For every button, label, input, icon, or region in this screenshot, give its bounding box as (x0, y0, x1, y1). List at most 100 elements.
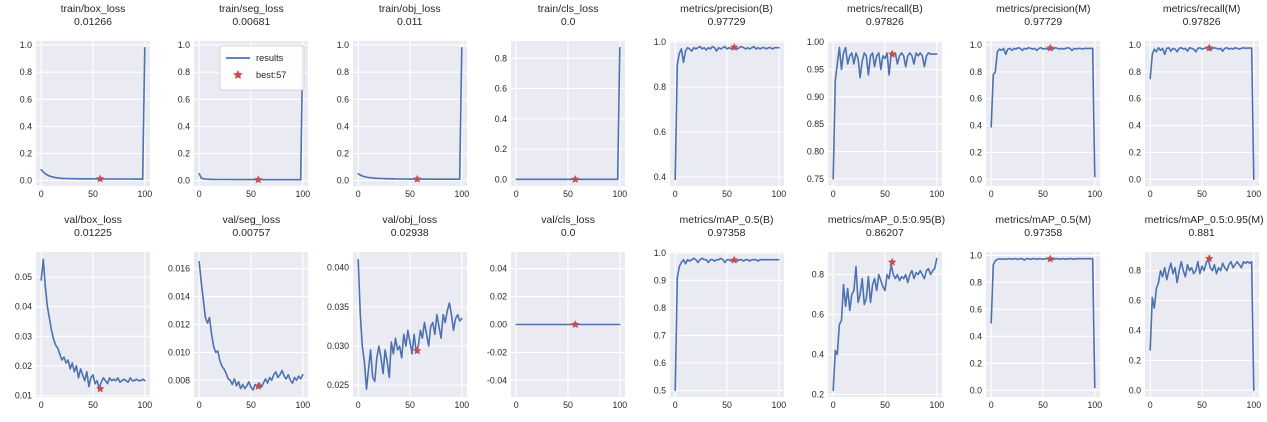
x-tick-label: 100 (296, 189, 311, 199)
subplot-title: train/obj_loss 0.011 (353, 3, 467, 28)
results-line (198, 45, 304, 181)
y-tick-label: 0.2 (337, 148, 349, 158)
y-tick-label: 0.8 (495, 53, 507, 63)
subplot-title: train/box_loss 0.01266 (36, 3, 150, 28)
y-tick-label: 0.4 (178, 121, 190, 131)
x-tick-label: 100 (613, 189, 628, 199)
x-tick-label: 100 (1088, 189, 1103, 199)
val-seg-loss-plot: 0.008 0.010 0.012 0.014 0.016 0 50 100 (168, 252, 311, 410)
x-tick-label: 100 (454, 189, 469, 199)
metrics-precision-b-plot: 0.4 0.6 0.8 1.0 0 50 100 (653, 37, 786, 199)
best-epoch-star-icon (1046, 254, 1055, 263)
best-epoch-star-icon (887, 49, 897, 58)
results-line (673, 45, 780, 181)
x-tick-label: 50 (880, 189, 890, 199)
results-line (990, 257, 1096, 389)
y-tick-label: 0.8 (337, 67, 349, 77)
subplot-val-seg-loss: val/seg_loss 0.00757 0.008 0.010 0.012 0.01… (158, 211, 316, 422)
y-tick-label: 0.0 (970, 385, 982, 395)
subplot-final-value: 0.0 (560, 15, 576, 28)
legend-best-label: best:57 (256, 70, 286, 80)
subplot-metric-name: metrics/mAP_0.5(B) (679, 214, 774, 226)
train-box-loss-plot: 0.0 0.2 0.4 0.6 0.8 1.0 0 50 100 (20, 40, 152, 199)
x-tick-label: 50 (1038, 400, 1048, 410)
y-tick-label: 0.6 (653, 127, 665, 137)
subplot-metric-name: train/box_loss (60, 3, 126, 15)
x-tick-label: 100 (454, 400, 469, 410)
x-tick-label: 100 (296, 400, 311, 410)
y-tick-label: 0.6 (20, 94, 32, 104)
x-tick-label: 100 (771, 189, 786, 199)
y-tick-label: 0.2 (495, 144, 507, 154)
subplot-final-value: 0.01266 (74, 15, 112, 28)
x-tick-label: 0 (831, 189, 836, 199)
x-tick-label: 50 (563, 400, 573, 410)
y-tick-label: 0.2 (1128, 355, 1140, 365)
y-tick-label: 0.6 (178, 94, 190, 104)
x-tick-label: 50 (722, 400, 732, 410)
results-line (40, 46, 146, 180)
subplot-title: metrics/recall(M) 0.97826 (1145, 3, 1259, 28)
results-line (1149, 257, 1255, 392)
subplot-title: metrics/precision(M) 0.97729 (986, 3, 1100, 28)
metrics-recall-m-plot: 0.0 0.2 0.4 0.6 0.8 1.0 0 50 100 (1128, 40, 1261, 199)
best-epoch-star-icon (96, 384, 105, 393)
x-tick-label: 100 (1246, 189, 1261, 199)
y-tick-label: 0.0 (970, 174, 982, 184)
subplot-title: metrics/precision(B) 0.97729 (670, 3, 784, 28)
y-tick-label: 0.7 (653, 330, 665, 340)
results-line (515, 46, 621, 181)
subplot-metric-name: train/obj_loss (378, 3, 441, 15)
x-tick-label: 100 (929, 189, 944, 199)
y-tick-label: 0.8 (20, 67, 32, 77)
y-tick-label: 0.6 (970, 94, 982, 104)
y-tick-label: 0.03 (15, 331, 32, 341)
y-tick-label: 0.02 (15, 361, 32, 371)
x-tick-label: 50 (1197, 400, 1207, 410)
y-tick-label: 0.0 (1128, 385, 1140, 395)
y-tick-label: 0.8 (178, 67, 190, 77)
subplot-metric-name: val/box_loss (64, 214, 122, 226)
x-tick-label: 0 (39, 400, 44, 410)
subplot-metric-name: metrics/mAP_0.5:0.95(B) (827, 214, 946, 226)
val-box-loss-plot: 0.01 0.02 0.03 0.04 0.05 0 50 100 (15, 252, 152, 410)
metrics-map50-95-b-plot: 0.2 0.4 0.6 0.8 0 50 100 (812, 252, 944, 410)
y-tick-label: 0.6 (337, 94, 349, 104)
best-epoch-star-icon (571, 174, 580, 183)
y-tick-label: -0.04 (487, 375, 507, 385)
x-tick-label: 0 (831, 400, 836, 410)
y-tick-label: 0.5 (653, 385, 665, 395)
best-epoch-star-icon (571, 320, 580, 329)
y-tick-label: 0.6 (653, 358, 665, 368)
train-obj-loss-plot: 0.0 0.2 0.4 0.6 0.8 1.0 0 50 100 (337, 40, 469, 199)
subplot-metric-name: metrics/mAP_0.5(M) (995, 214, 1092, 226)
x-tick-label: 0 (672, 400, 677, 410)
subplot-metric-name: val/seg_loss (222, 214, 281, 226)
subplot-metric-name: metrics/mAP_0.5:0.95(M) (1144, 214, 1264, 226)
subplot-val-cls-loss: val/cls_loss 0.0 -0.04 -0.02 0.00 0.02 0.04 0… (475, 211, 633, 422)
legend-box (219, 45, 305, 91)
y-tick-label: 0.8 (653, 82, 665, 92)
y-tick-label: 0.8 (1128, 266, 1140, 276)
y-tick-label: 0.016 (168, 264, 190, 274)
subplot-final-value: 0.86207 (865, 226, 904, 239)
y-tick-label: 0.8 (1128, 67, 1140, 77)
results-line (40, 258, 146, 389)
x-tick-label: 0 (355, 189, 360, 199)
y-tick-label: 0.014 (168, 292, 190, 302)
subplot-final-value: 0.00681 (232, 15, 271, 28)
x-tick-label: 50 (722, 189, 732, 199)
subplot-val-obj-loss: val/obj_loss 0.02938 0.025 0.030 0.035 0.04… (317, 211, 475, 422)
subplot-title: metrics/mAP_0.5(M) 0.97358 (986, 214, 1100, 239)
subplot-metrics-map50-m: metrics/mAP_0.5(M) 0.97358 0.0 0.2 0.4 0.6 0… (950, 211, 1108, 422)
y-tick-label: 0.8 (970, 277, 982, 287)
subplot-final-value: 0.97358 (1024, 226, 1063, 239)
subplot-final-value: 0.97358 (707, 226, 746, 239)
y-tick-label: 1.0 (653, 37, 665, 47)
subplot-metric-name: metrics/recall(B) (846, 3, 923, 15)
results-line (357, 258, 463, 390)
subplot-metric-name: train/seg_loss (218, 3, 284, 15)
x-tick-label: 0 (1147, 400, 1152, 410)
results-line (1149, 46, 1255, 181)
y-tick-label: 0.012 (168, 319, 190, 329)
